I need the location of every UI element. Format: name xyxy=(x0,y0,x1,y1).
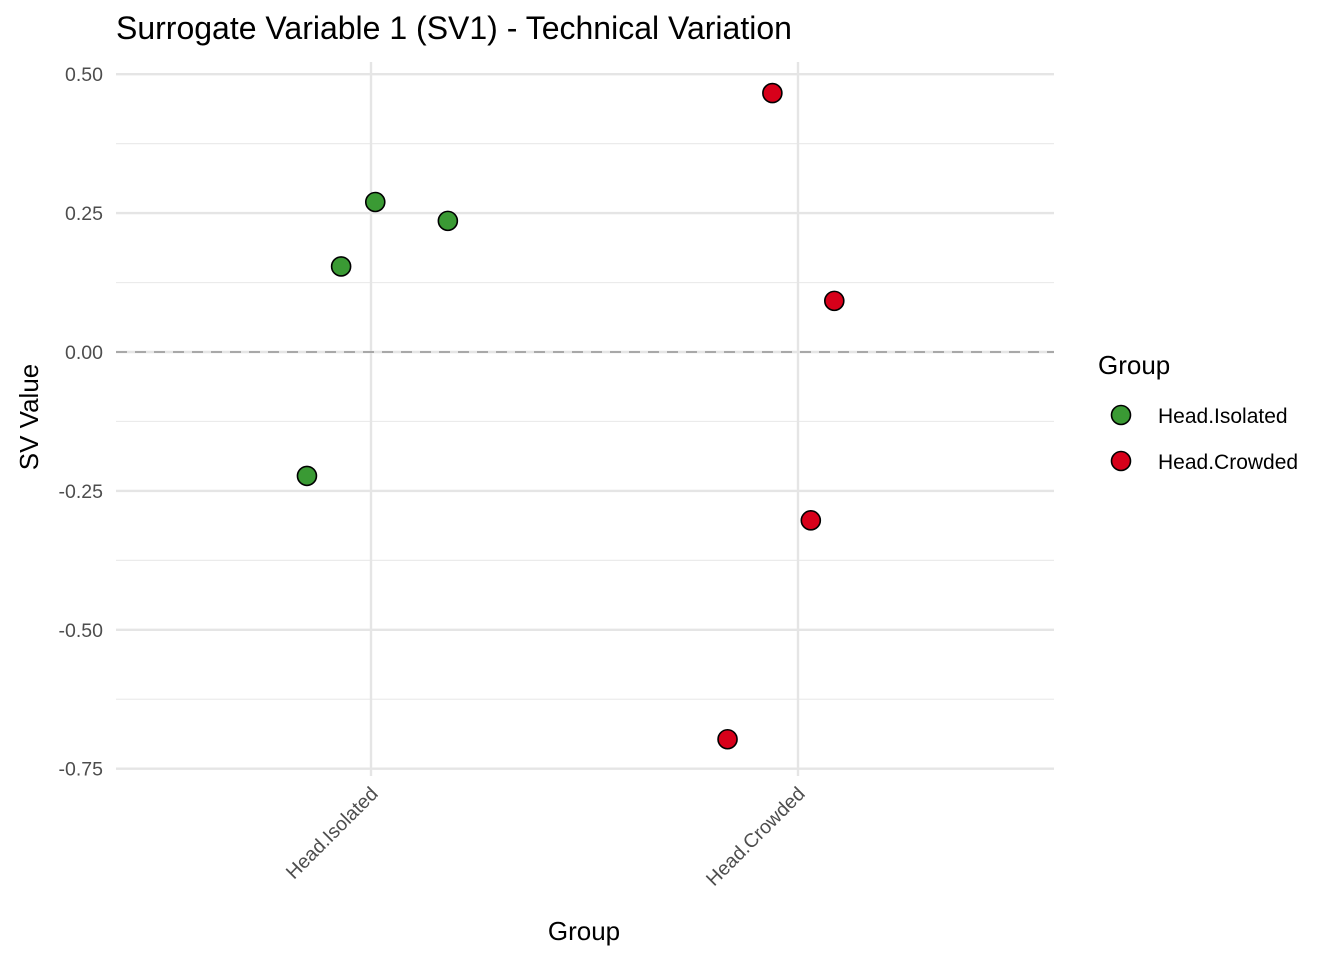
y-axis-title: SV Value xyxy=(14,364,44,470)
y-tick-label: 0.50 xyxy=(65,64,103,86)
y-tick-label: 0.00 xyxy=(65,342,103,364)
data-point-head-isolated xyxy=(330,256,352,277)
legend-label: Head.Isolated xyxy=(1158,405,1288,428)
y-tick-label: -0.75 xyxy=(59,759,104,781)
legend-key-head-crowded xyxy=(1110,450,1132,472)
y-tick-label: 0.25 xyxy=(65,203,103,225)
x-axis-title: Group xyxy=(548,916,620,946)
y-tick-label: -0.25 xyxy=(59,481,104,503)
data-point-head-crowded xyxy=(823,290,845,312)
data-point-head-isolated xyxy=(296,465,318,487)
data-point-head-crowded xyxy=(800,510,822,531)
legend-label: Head.Crowded xyxy=(1158,451,1298,474)
data-point-head-crowded xyxy=(717,728,738,750)
data-point-head-isolated xyxy=(364,191,386,213)
plot-panel: 0.50 0.25 0.00 -0.25 -0.50 -0.75 Head.Isolated… xyxy=(59,62,1054,891)
legend-title: Group xyxy=(1098,350,1170,380)
x-tick-label: Head.Isolated xyxy=(282,783,383,884)
y-tick-label: -0.50 xyxy=(59,620,104,642)
chart-title: Surrogate Variable 1 (SV1) - Technical V… xyxy=(116,10,792,46)
data-point-head-isolated xyxy=(437,210,459,232)
legend-key-head-isolated xyxy=(1110,404,1132,426)
x-tick-label: Head.Crowded xyxy=(702,783,810,891)
data-point-head-crowded xyxy=(762,82,783,104)
legend: Group Head.Isolated Head.Crowded xyxy=(1098,350,1298,474)
